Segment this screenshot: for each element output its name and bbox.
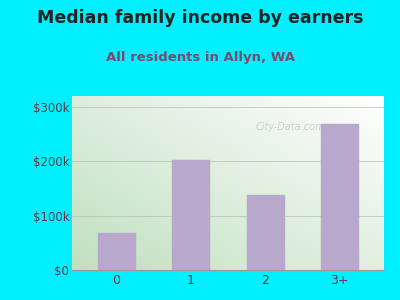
Bar: [246, 195, 284, 270]
Text: Median family income by earners: Median family income by earners: [37, 9, 363, 27]
Bar: [172, 160, 210, 270]
Text: All residents in Allyn, WA: All residents in Allyn, WA: [106, 51, 294, 64]
Bar: [98, 233, 135, 270]
Text: City-Data.com: City-Data.com: [256, 122, 325, 132]
Bar: [321, 124, 358, 270]
